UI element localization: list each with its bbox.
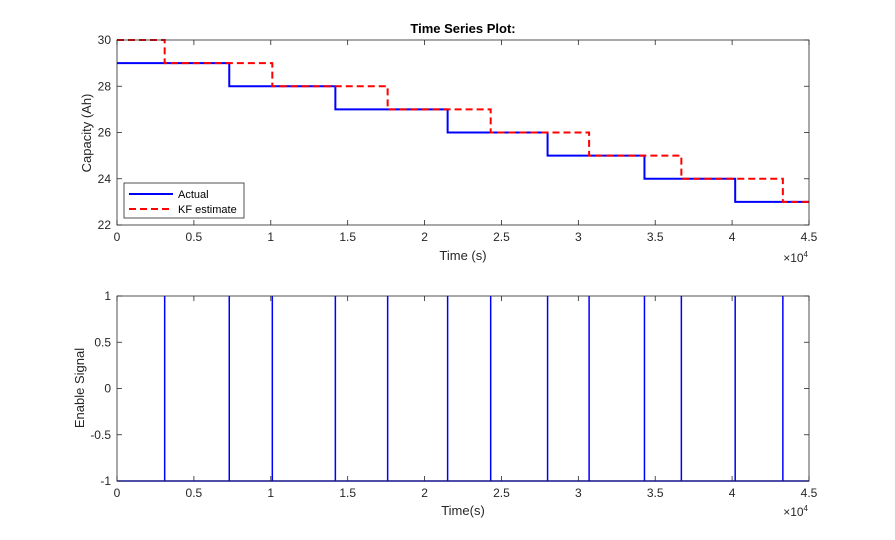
capacity-x-tick-label: 0.5 bbox=[186, 230, 203, 244]
capacity-x-multiplier: ×104 bbox=[783, 250, 808, 265]
enable-x-tick-label: 2.5 bbox=[493, 486, 510, 500]
enable-y-tick-label: 0 bbox=[104, 382, 111, 396]
enable-y-tick-label: -1 bbox=[100, 474, 111, 488]
enable-y-axis-label: Enable Signal bbox=[72, 348, 87, 428]
enable-x-multiplier-base: ×10 bbox=[783, 505, 804, 519]
chart-title: Time Series Plot: bbox=[410, 21, 515, 36]
legend-label-actual: Actual bbox=[178, 189, 209, 201]
enable-x-multiplier-exp: 4 bbox=[804, 504, 809, 513]
capacity-x-axis-label: Time (s) bbox=[439, 248, 486, 263]
capacity-x-multiplier-exp: 4 bbox=[804, 250, 809, 259]
enable-x-tick-label: 3 bbox=[575, 486, 582, 500]
enable-y-tick-label: 0.5 bbox=[94, 335, 111, 349]
capacity-y-tick-label: 24 bbox=[98, 172, 112, 186]
capacity-plot-layer bbox=[117, 39, 809, 203]
enable-axes: 0 0.5 1 1.5 2 2.5 3 3.5 4 4.5-1-0.500.51 Time(s) … bbox=[72, 289, 818, 519]
enable-x-tick-label: 4 bbox=[729, 486, 736, 500]
capacity-x-tick-label: 4 bbox=[729, 230, 736, 244]
capacity-x-multiplier-base: ×10 bbox=[783, 251, 804, 265]
legend-label-kf-estimate: KF estimate bbox=[178, 204, 237, 216]
enable-x-tick-label: 2 bbox=[421, 486, 428, 500]
capacity-y-tick-label: 26 bbox=[98, 126, 112, 140]
capacity-y-tick-label: 22 bbox=[98, 218, 112, 232]
enable-x-axis-label: Time(s) bbox=[441, 503, 485, 518]
enable-x-tick-label: 4.5 bbox=[801, 486, 818, 500]
legend: Actual KF estimate bbox=[123, 182, 245, 219]
enable-x-multiplier: ×104 bbox=[783, 504, 808, 519]
capacity-x-tick-label: 3 bbox=[575, 230, 582, 244]
capacity-x-tick-label: 1.5 bbox=[339, 230, 356, 244]
capacity-series-kf-estimate bbox=[117, 39, 809, 203]
enable-x-tick-label: 1 bbox=[267, 486, 274, 500]
legend-box bbox=[123, 182, 245, 219]
capacity-x-tick-label: 0 bbox=[114, 230, 121, 244]
capacity-x-tick-label: 2.5 bbox=[493, 230, 510, 244]
enable-x-tick-label: 3.5 bbox=[647, 486, 664, 500]
enable-x-tick-label: 0 bbox=[114, 486, 121, 500]
enable-ticks: 0 0.5 1 1.5 2 2.5 3 3.5 4 4.5 -1 -0.5 0 0.5 1 bbox=[90, 289, 817, 500]
capacity-x-tick-label: 3.5 bbox=[647, 230, 664, 244]
capacity-ticks: 0 0.5 1 1.5 2 2.5 3 3.5 4 4.5 22 24 26 28 30 bbox=[98, 33, 818, 244]
capacity-axes: Time Series Plot: 0 0.5 1 1.5 2 2.5 3 3.5 4 4.5 22… bbox=[79, 21, 818, 265]
capacity-y-tick-label: 30 bbox=[98, 33, 112, 47]
enable-y-tick-label: 1 bbox=[104, 289, 111, 303]
capacity-x-tick-label: 1 bbox=[267, 230, 274, 244]
enable-x-tick-label: 1.5 bbox=[339, 486, 356, 500]
enable-y-tick-label: -0.5 bbox=[90, 428, 111, 442]
capacity-y-axis-label: Capacity (Ah) bbox=[79, 94, 94, 173]
enable-x-tick-label: 0.5 bbox=[186, 486, 203, 500]
capacity-y-tick-label: 28 bbox=[98, 79, 112, 93]
capacity-x-tick-label: 4.5 bbox=[801, 230, 818, 244]
capacity-x-tick-label: 2 bbox=[421, 230, 428, 244]
